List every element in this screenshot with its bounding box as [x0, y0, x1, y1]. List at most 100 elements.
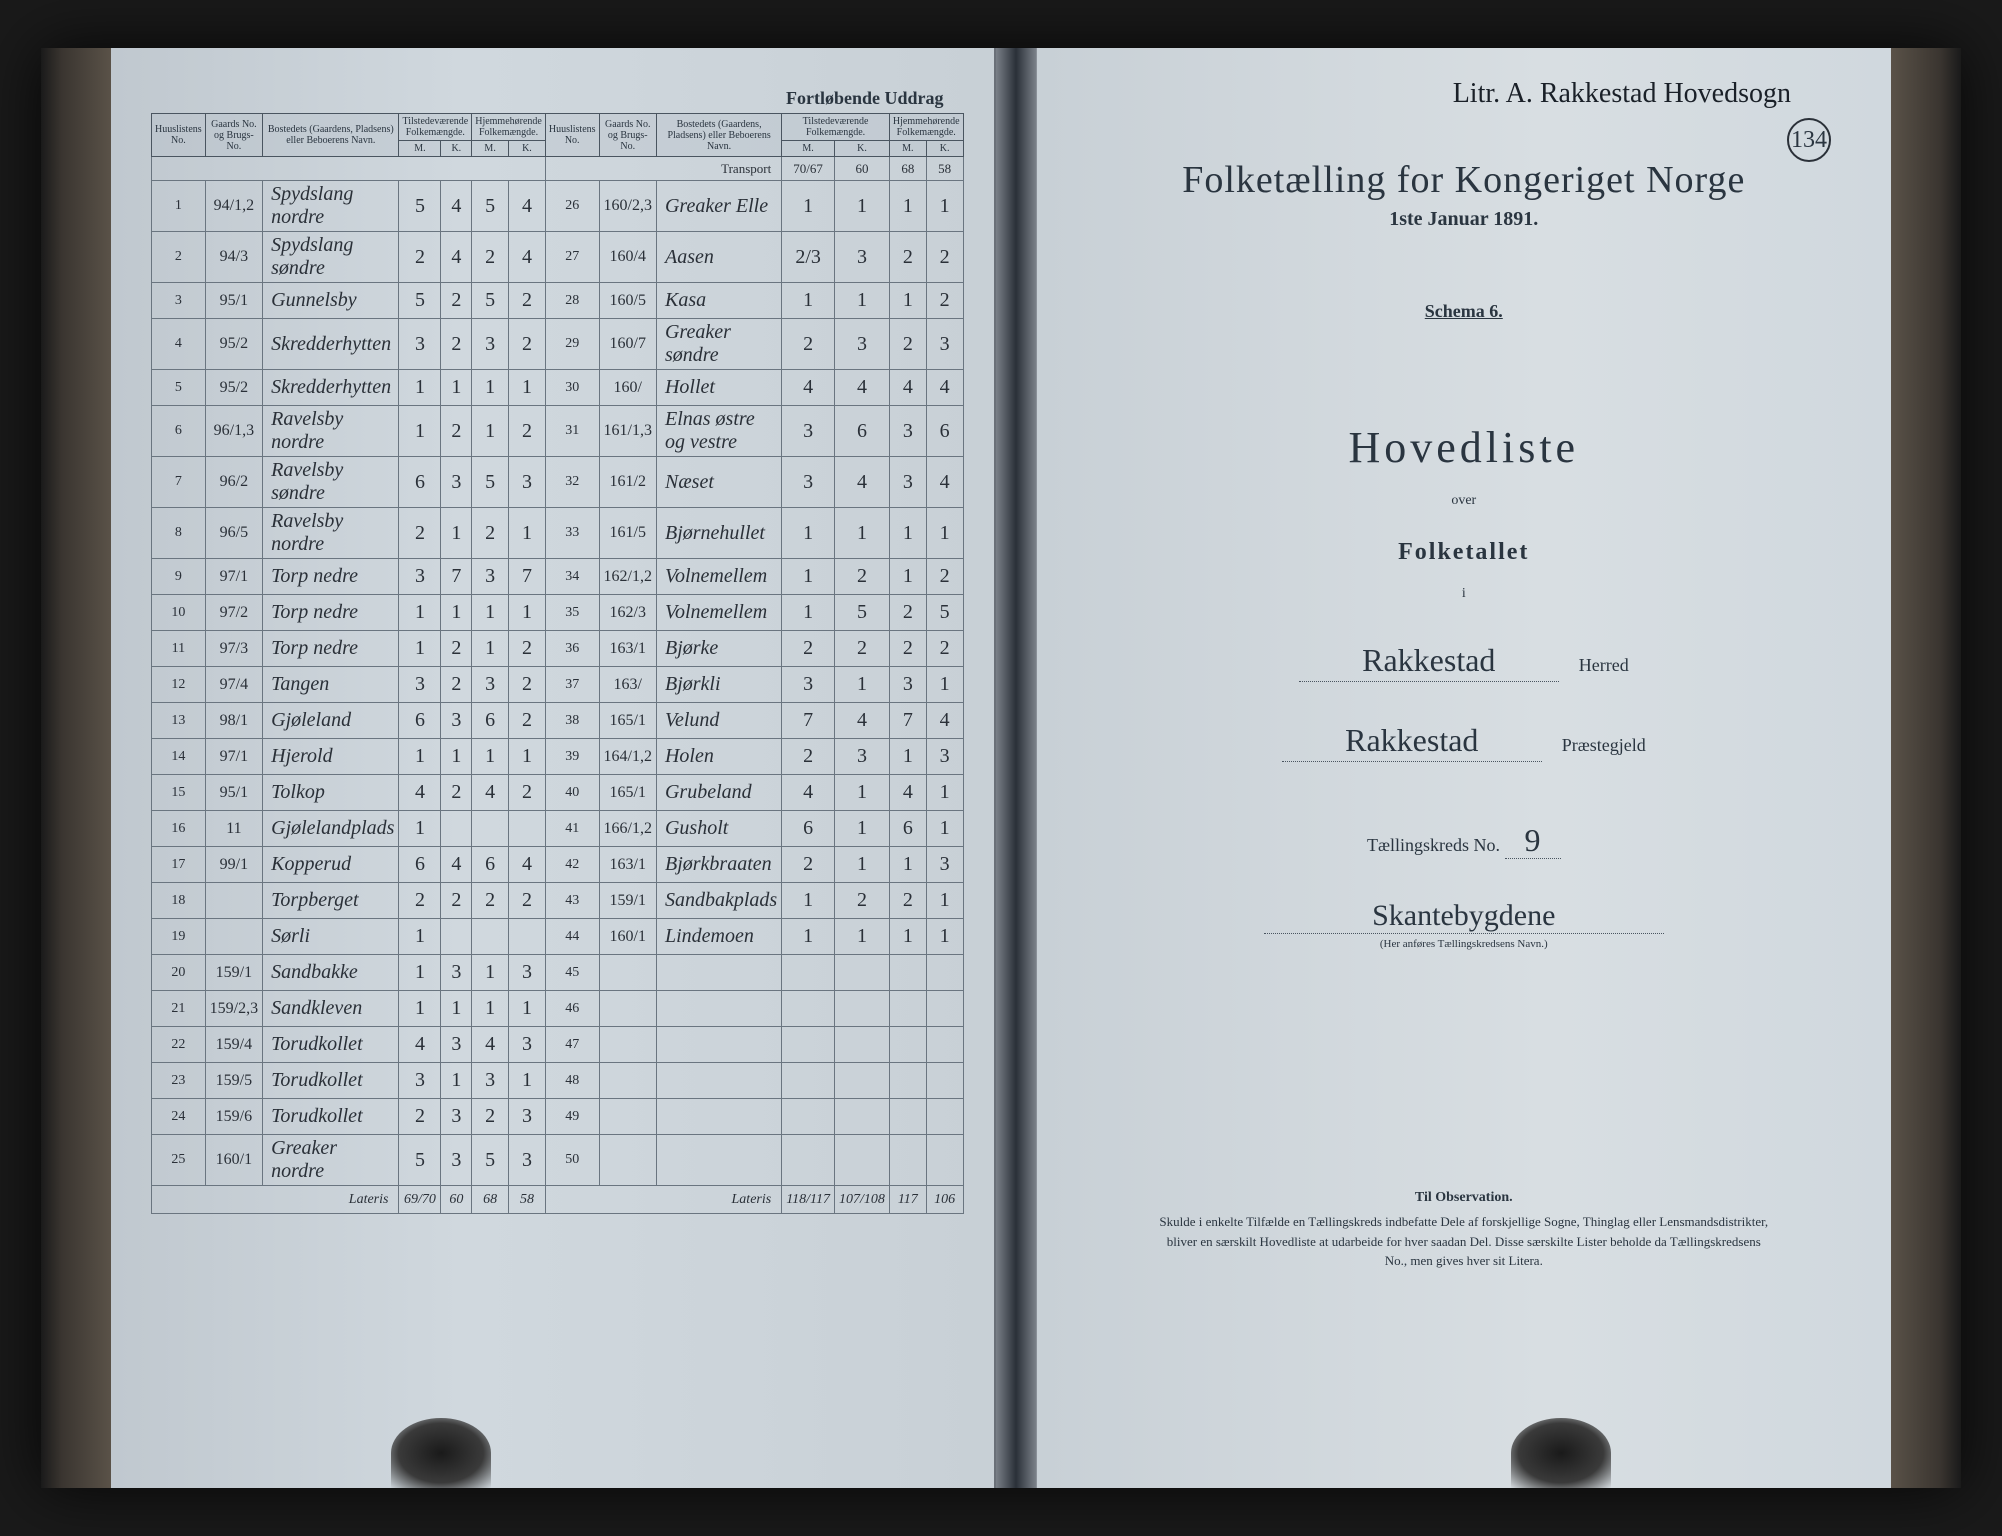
- gaard-no: [599, 1135, 656, 1186]
- herred-label: Herred: [1579, 655, 1629, 676]
- gaard-no: [205, 919, 262, 955]
- gaard-no: 96/2: [205, 457, 262, 508]
- hjemme-m: 1: [889, 847, 926, 883]
- hjemme-k: 2: [509, 775, 546, 811]
- row-number: 4: [152, 319, 206, 370]
- table-row: 194/1,2Spydslang nordre545426160/2,3Grea…: [152, 181, 964, 232]
- row-number: 20: [152, 955, 206, 991]
- col-huusliste-2: Huuslistens No.: [545, 114, 599, 157]
- hjemme-m: 1: [889, 181, 926, 232]
- row-number: 13: [152, 703, 206, 739]
- hjemme-m: [472, 919, 509, 955]
- tilstede-k: 2: [441, 406, 472, 457]
- tilstede-k: 1: [835, 775, 890, 811]
- place-name: Sørli: [263, 919, 399, 955]
- hjemme-m: 1: [472, 991, 509, 1027]
- tilstede-k: 2: [835, 559, 890, 595]
- hjemme-k: 3: [509, 1099, 546, 1135]
- gaard-no: 162/1,2: [599, 559, 656, 595]
- hjemme-m: 7: [889, 703, 926, 739]
- tilstede-m: 2: [782, 739, 835, 775]
- hjemme-k: 2: [509, 283, 546, 319]
- tilstede-m: 3: [782, 406, 835, 457]
- gaard-no: [599, 1099, 656, 1135]
- hjemme-m: 1: [472, 406, 509, 457]
- tilstede-m: 3: [399, 1063, 441, 1099]
- hjemme-k: 1: [509, 991, 546, 1027]
- place-name: Torudkollet: [263, 1027, 399, 1063]
- tilstede-k: 2: [835, 631, 890, 667]
- gaard-no: 11: [205, 811, 262, 847]
- kreds-number: 9: [1505, 822, 1561, 859]
- hjemme-k: 1: [509, 739, 546, 775]
- gaard-no: 94/1,2: [205, 181, 262, 232]
- col-m: M.: [472, 141, 509, 157]
- place-name: Elnas østre og vestre: [656, 406, 781, 457]
- right-page: Litr. A. Rakkestad Hovedsogn 134 Folketæ…: [1036, 48, 1891, 1488]
- hjemme-m: [889, 991, 926, 1027]
- tilstede-k: 3: [441, 955, 472, 991]
- hjemme-k: [509, 919, 546, 955]
- row-number: 12: [152, 667, 206, 703]
- row-number: 30: [545, 370, 599, 406]
- hjemme-k: 5: [926, 595, 963, 631]
- hjemme-m: [889, 1135, 926, 1186]
- table-row: 20159/1Sandbakke131345: [152, 955, 964, 991]
- hjemme-m: 3: [889, 457, 926, 508]
- hjemme-m: 5: [472, 1135, 509, 1186]
- tilstede-m: 1: [782, 883, 835, 919]
- place-name: [656, 1027, 781, 1063]
- row-number: 31: [545, 406, 599, 457]
- kreds-hint: (Her anføres Tællingskredsens Navn.): [1117, 938, 1811, 950]
- gaard-no: 162/3: [599, 595, 656, 631]
- hjemme-m: 1: [472, 955, 509, 991]
- gaard-no: 160/2,3: [599, 181, 656, 232]
- praestegjeld-label: Præstegjeld: [1562, 735, 1646, 756]
- hjemme-m: 6: [889, 811, 926, 847]
- place-name: Kopperud: [263, 847, 399, 883]
- row-number: 11: [152, 631, 206, 667]
- row-number: 29: [545, 319, 599, 370]
- tilstede-k: 2: [441, 631, 472, 667]
- place-name: Torp nedre: [263, 559, 399, 595]
- row-number: 8: [152, 508, 206, 559]
- tilstede-m: 7: [782, 703, 835, 739]
- hjemme-k: 2: [926, 232, 963, 283]
- table-row: 25160/1Greaker nordre535350: [152, 1135, 964, 1186]
- tilstede-k: 1: [835, 847, 890, 883]
- hjemme-k: 4: [926, 457, 963, 508]
- hjemme-k: 4: [926, 703, 963, 739]
- place-name: Sandbakplads: [656, 883, 781, 919]
- tilstede-m: 1: [399, 406, 441, 457]
- hjemme-m: 3: [889, 406, 926, 457]
- place-name: Sandbakke: [263, 955, 399, 991]
- col-m: M.: [889, 141, 926, 157]
- tilstede-k: 3: [835, 739, 890, 775]
- col-k: K.: [926, 141, 963, 157]
- hjemme-k: 2: [926, 559, 963, 595]
- tilstede-k: 5: [835, 595, 890, 631]
- tilstede-k: 1: [835, 508, 890, 559]
- table-row: 24159/6Torudkollet232349: [152, 1099, 964, 1135]
- hjemme-k: 3: [509, 955, 546, 991]
- hjemme-m: 2: [472, 232, 509, 283]
- tilstede-k: [441, 811, 472, 847]
- tilstede-m: 3: [782, 667, 835, 703]
- table-row: 896/5Ravelsby nordre212133161/5Bjørnehul…: [152, 508, 964, 559]
- hjemme-m: 1: [889, 283, 926, 319]
- hjemme-k: 2: [509, 631, 546, 667]
- gaard-no: 98/1: [205, 703, 262, 739]
- row-number: 36: [545, 631, 599, 667]
- place-name: Greaker nordre: [263, 1135, 399, 1186]
- place-name: Sandkleven: [263, 991, 399, 1027]
- row-number: 43: [545, 883, 599, 919]
- row-number: 18: [152, 883, 206, 919]
- tilstede-m: 1: [782, 283, 835, 319]
- place-name: Torudkollet: [263, 1099, 399, 1135]
- place-name: Bjørkbraaten: [656, 847, 781, 883]
- place-name: Greaker søndre: [656, 319, 781, 370]
- hjemme-m: 6: [472, 847, 509, 883]
- table-header: Huuslistens No. Gaards No. og Brugs-No. …: [152, 114, 964, 157]
- gaard-no: 97/1: [205, 739, 262, 775]
- tilstede-k: 3: [441, 1135, 472, 1186]
